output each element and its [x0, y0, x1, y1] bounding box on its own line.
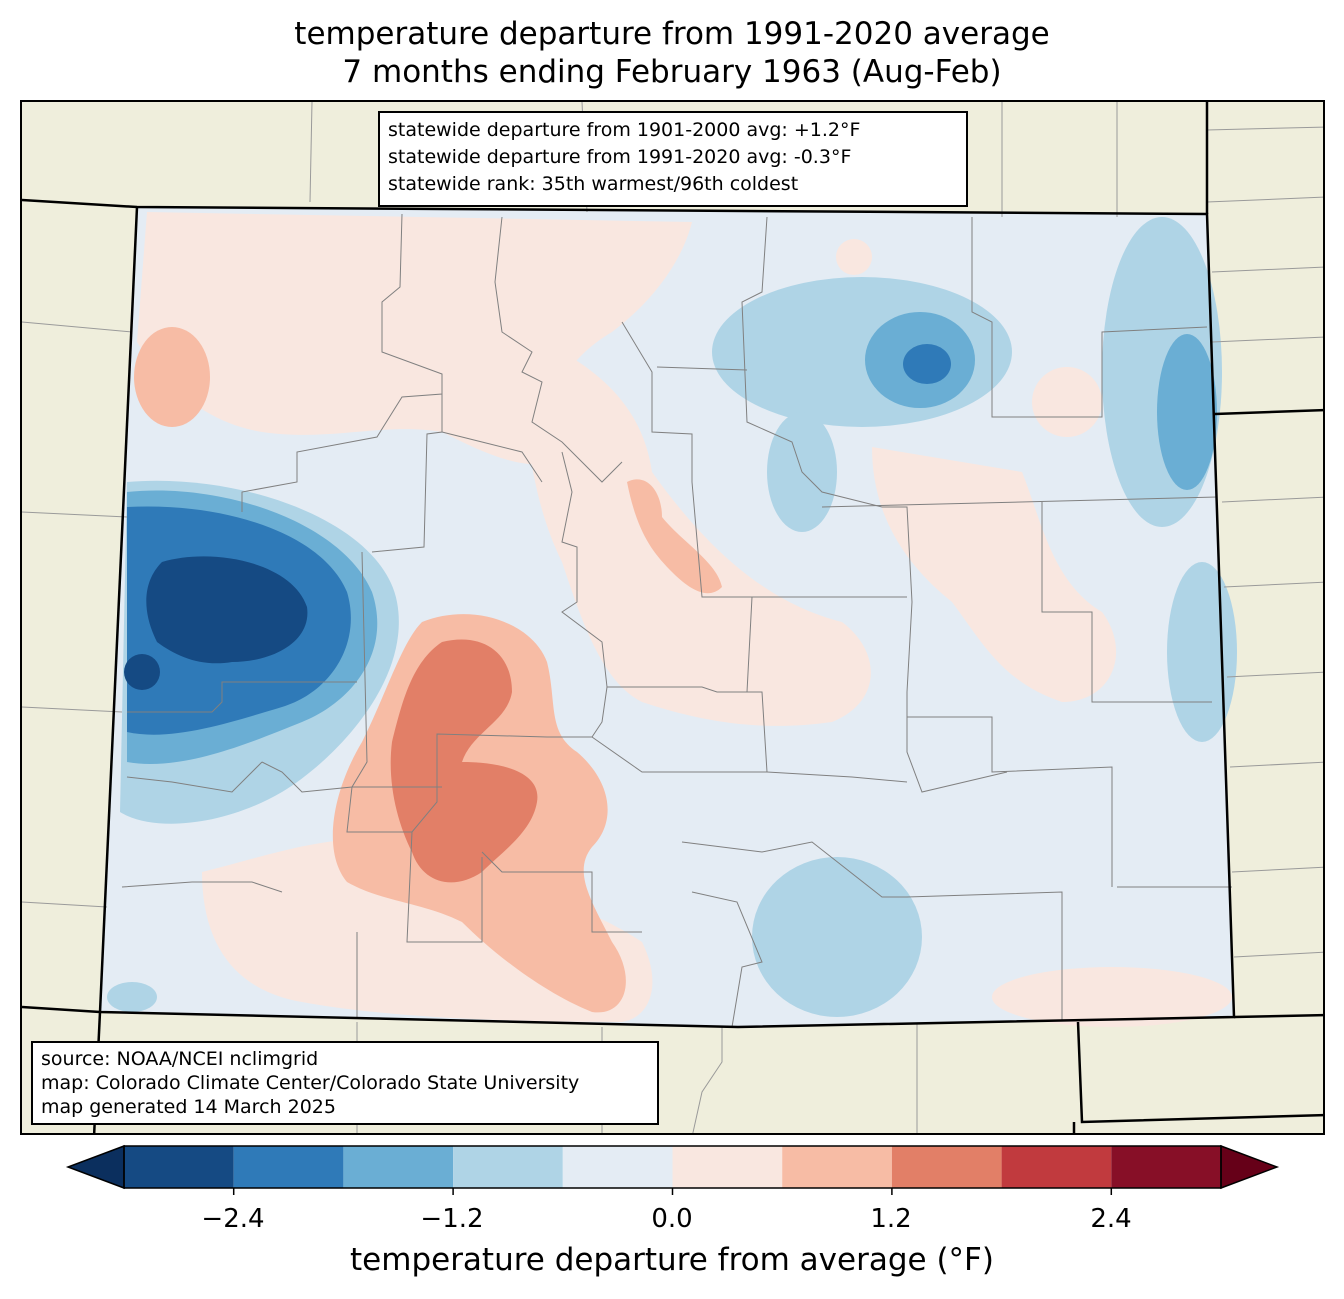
colorbar-tick-label: 1.2: [870, 1204, 912, 1234]
colorbar-tick-label: 2.4: [1090, 1204, 1132, 1234]
contour-cool-east-mid: [1157, 334, 1217, 490]
source-credit-box: source: NOAA/NCEI nclimgrid map: Colorad…: [31, 1041, 659, 1125]
contour-warm-se-corner: [992, 967, 1232, 1027]
contour-cool-east-lower: [1167, 562, 1237, 742]
colorbar-over-arrow: [1220, 1144, 1280, 1190]
contour-cool-ne-core: [903, 344, 951, 384]
colorbar-bin: [343, 1146, 454, 1188]
contour-warm-east: [872, 447, 1117, 702]
source-line: source: NOAA/NCEI nclimgrid: [41, 1048, 319, 1070]
generated-date-line: map generated 14 March 2025: [41, 1096, 336, 1118]
county-borders: [121, 213, 1232, 1028]
colorbar-bins: [124, 1146, 1221, 1188]
colorbar-bin: [891, 1146, 1002, 1188]
colorbar-bin: [1001, 1146, 1112, 1188]
contour-warm-east-upper: [1032, 367, 1102, 437]
contour-cool-se: [752, 857, 922, 1017]
stats-line-1901-2000: statewide departure from 1901-2000 avg: …: [388, 119, 861, 141]
statewide-stats-box: statewide departure from 1901-2000 avg: …: [378, 111, 968, 207]
colorbar: [65, 1144, 1280, 1195]
colorado-map: [22, 102, 1323, 1133]
map-frame: [20, 100, 1325, 1135]
contour-warm-core: [390, 639, 538, 883]
colorbar-tick-label: −2.4: [201, 1204, 265, 1234]
map-title-line1: temperature departure from 1991-2020 ave…: [294, 16, 1050, 52]
colorbar-bin: [124, 1146, 234, 1188]
colorbar-tick-label: −1.2: [420, 1204, 484, 1234]
contour-warm-nw-blob: [134, 327, 210, 427]
colorbar-bin: [233, 1146, 344, 1188]
contour-cool-west-core: [146, 556, 308, 664]
contour-cool-west-core2: [124, 654, 160, 690]
colorbar-bin: [453, 1146, 563, 1188]
colorbar-bin: [782, 1146, 892, 1188]
colorbar-bin: [562, 1146, 673, 1188]
map-title-line2: 7 months ending February 1963 (Aug-Feb): [342, 54, 1002, 90]
colorbar-label: temperature departure from average (°F): [350, 1242, 994, 1278]
contour-cool-sw: [107, 982, 157, 1012]
map-credit-line: map: Colorado Climate Center/Colorado St…: [41, 1072, 580, 1094]
colorbar-under-arrow: [65, 1144, 125, 1190]
stats-line-rank: statewide rank: 35th warmest/96th coldes…: [388, 173, 799, 195]
colorbar-ticks: [232, 1188, 1113, 1195]
colorbar-bin: [1111, 1146, 1221, 1188]
stats-line-1991-2020: statewide departure from 1991-2020 avg: …: [388, 146, 852, 168]
contour-warm-north-bubble: [836, 239, 872, 275]
contour-warm-ridge: [627, 479, 722, 594]
colorbar-bin: [672, 1146, 783, 1188]
colorbar-tick-label: 0.0: [651, 1204, 693, 1234]
